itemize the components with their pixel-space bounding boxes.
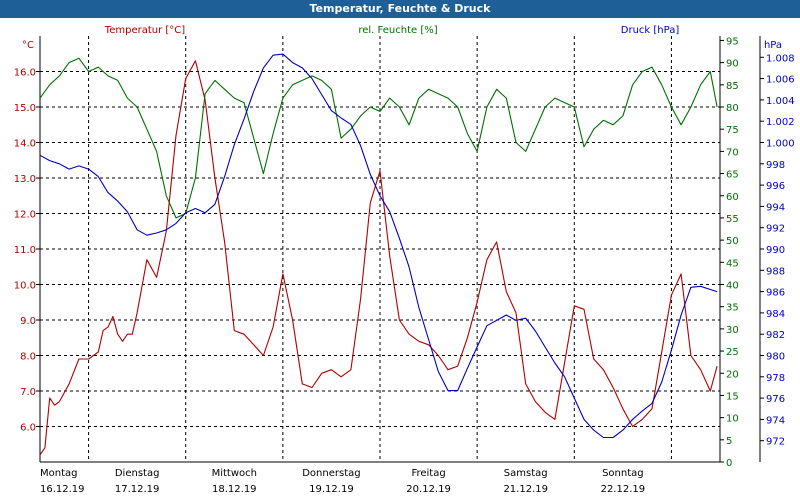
pressure-line [39,53,718,439]
humidity-tick-label: 45 [726,258,739,269]
temperature-line [39,60,718,456]
x-tick-date: 22.12.19 [601,484,646,495]
series [39,53,718,456]
temperature-tick-label: 9.0 [20,316,36,327]
humidity-tick-label: 60 [726,192,739,203]
humidity-line [39,57,718,219]
x-tick-day: Freitag [411,468,445,479]
humidity-tick-label: 5 [726,436,732,447]
pressure-tick-label: 1.002 [766,117,795,128]
window-title: Temperatur, Feuchte & Druck [0,0,800,18]
humidity-tick-label: 50 [726,236,739,247]
x-tick-day: Sonntag [602,468,644,479]
temperature-tick-label: 14.0 [14,139,36,150]
pressure-tick-label: 1.006 [766,75,795,86]
pressure-unit-label: hPa [764,40,782,51]
humidity-tick-label: 80 [726,103,739,114]
humidity-tick-label: 65 [726,170,739,181]
pressure-tick-label: 994 [766,202,785,213]
humidity-tick-label: 55 [726,214,739,225]
temperature-tick-label: 12.0 [14,210,36,221]
pressure-tick-label: 976 [766,394,785,405]
pressure-tick-label: 1.000 [766,139,795,150]
x-tick-date: 19.12.19 [309,484,354,495]
humidity-tick-label: 40 [726,281,739,292]
pressure-axis-title: Druck [hPa] [621,25,680,36]
x-tick-day: Montag [40,468,77,479]
pressure-tick-label: 974 [766,415,785,426]
grid [40,36,720,462]
humidity-tick-label: 25 [726,347,739,358]
pressure-tick-label: 980 [766,352,785,363]
humidity-tick-label: 75 [726,125,739,136]
x-tick-date: 17.12.19 [115,484,160,495]
pressure-tick-label: 1.004 [766,96,795,107]
humidity-tick-label: 85 [726,81,739,92]
pressure-tick-label: 972 [766,437,785,448]
pressure-tick-label: 998 [766,160,785,171]
x-tick-day: Donnerstag [302,468,360,479]
x-tick-day: Dienstag [115,468,160,479]
humidity-tick-label: 90 [726,59,739,70]
temperature-tick-label: 7.0 [20,387,36,398]
pressure-tick-label: 996 [766,181,785,192]
humidity-tick-label: 30 [726,325,739,336]
pressure-tick-label: 992 [766,224,785,235]
humidity-tick-label: 20 [726,369,739,380]
axis-labels: °C Temperatur [°C] rel. Feuchte [%] Druc… [14,25,795,495]
x-tick-date: 18.12.19 [212,484,257,495]
pressure-tick-label: 988 [766,266,785,277]
temperature-unit-label: °C [22,40,34,51]
x-tick-date: 21.12.19 [503,484,548,495]
temperature-tick-label: 16.0 [14,68,36,79]
humidity-axis-title: rel. Feuchte [%] [358,25,437,36]
temperature-tick-label: 10.0 [14,281,36,292]
axes [36,36,764,463]
x-tick-date: 16.12.19 [40,484,85,495]
pressure-tick-label: 1.008 [766,53,795,64]
x-tick-day: Mittwoch [212,468,257,479]
pressure-tick-label: 984 [766,309,785,320]
humidity-tick-label: 10 [726,414,739,425]
temperature-axis-title: Temperatur [°C] [104,25,185,36]
temperature-tick-label: 11.0 [14,245,36,256]
temperature-tick-label: 15.0 [14,103,36,114]
pressure-tick-label: 982 [766,330,785,341]
humidity-tick-label: 0 [726,458,732,469]
x-tick-day: Samstag [504,468,548,479]
humidity-tick-label: 15 [726,391,739,402]
humidity-tick-label: 35 [726,303,739,314]
pressure-tick-label: 990 [766,245,785,256]
temperature-tick-label: 8.0 [20,352,36,363]
pressure-tick-label: 986 [766,288,785,299]
humidity-tick-label: 70 [726,147,739,158]
pressure-tick-label: 978 [766,373,785,384]
temperature-tick-label: 13.0 [14,174,36,185]
x-tick-date: 20.12.19 [406,484,451,495]
humidity-tick-label: 95 [726,36,739,47]
temperature-tick-label: 6.0 [20,423,36,434]
